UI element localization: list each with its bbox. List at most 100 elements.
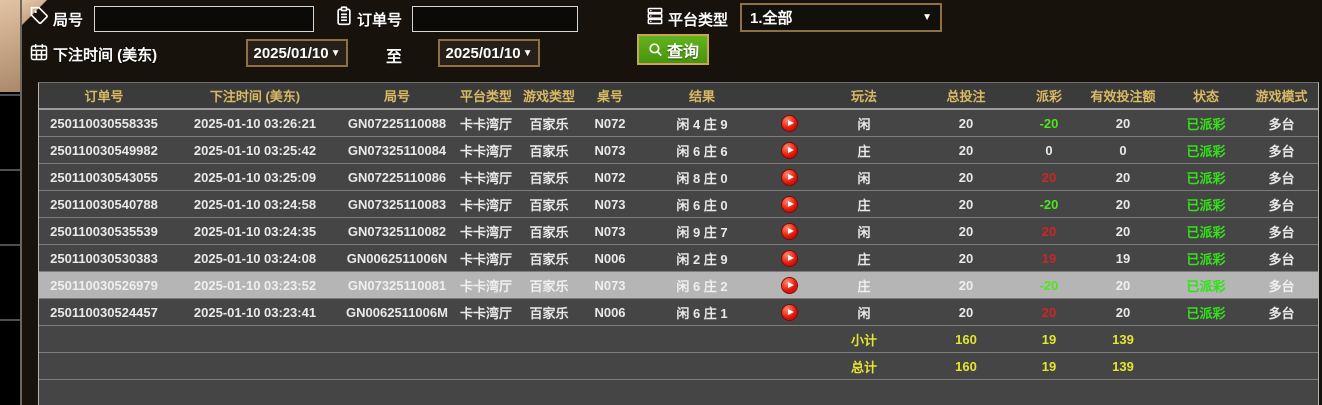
cell-payout: 0 [1019, 136, 1079, 164]
cell-game_no: GN07225110088 [341, 109, 453, 137]
game-number-label: 局号 [53, 12, 84, 29]
cell-bet_time: 2025-01-10 03:25:09 [169, 163, 341, 191]
play-triangle [787, 255, 794, 262]
play-triangle [787, 147, 794, 154]
cell-bet_time: 2025-01-10 03:26:21 [169, 109, 341, 137]
play-video-icon[interactable] [781, 170, 797, 186]
cell-payout: -20 [1019, 190, 1079, 218]
cell-total_bet: 20 [913, 136, 1019, 164]
play-video-icon[interactable] [781, 305, 797, 321]
column-header-platform: 平台类型 [453, 83, 519, 110]
cell-platform: 卡卡湾厅 [453, 217, 519, 245]
play-video-icon[interactable] [781, 197, 797, 213]
cell-order_no: 250110030524457 [39, 298, 169, 326]
search-icon [647, 41, 664, 58]
cell-result: 闲 6 庄 2 [641, 271, 763, 299]
cell-total_bet: 20 [913, 109, 1019, 137]
cell-video [763, 109, 815, 137]
column-header-game_no: 局号 [341, 83, 453, 110]
cell-mode: 多台 [1245, 109, 1318, 137]
column-header-valid_bet: 有效投注额 [1079, 83, 1167, 110]
subtotal-valid-bet: 139 [1079, 325, 1167, 353]
cell-table_no: N072 [579, 109, 641, 137]
table-row[interactable]: 250110030558335 2025-01-10 03:26:21 GN0722… [39, 109, 1318, 137]
table-row[interactable]: 250110030549982 2025-01-10 03:25:42 GN0732… [39, 136, 1318, 164]
game-number-input[interactable] [94, 6, 314, 32]
query-button[interactable]: 查询 [637, 34, 709, 65]
column-header-payout: 派彩 [1019, 83, 1079, 110]
divider [0, 94, 20, 96]
play-triangle [787, 120, 794, 127]
cell-play: 庄 [815, 244, 913, 272]
cell-mode: 多台 [1245, 271, 1318, 299]
table-row[interactable]: 250110030543055 2025-01-10 03:25:09 GN0722… [39, 163, 1318, 191]
order-number-input[interactable] [412, 6, 578, 32]
cell-bet_time: 2025-01-10 03:25:42 [169, 136, 341, 164]
cell-order_no: 250110030549982 [39, 136, 169, 164]
column-header-bet_time: 下注时间 (美东) [169, 83, 341, 110]
background-left-strip [0, 0, 21, 405]
table-row[interactable]: 250110030535539 2025-01-10 03:24:35 GN0732… [39, 217, 1318, 245]
cell-video [763, 244, 815, 272]
cell-table_no: N006 [579, 244, 641, 272]
cell-platform: 卡卡湾厅 [453, 109, 519, 137]
cell-game_type: 百家乐 [519, 136, 579, 164]
platform-type-select[interactable]: 1.全部 ▼ [740, 3, 942, 32]
cell-table_no: N073 [579, 217, 641, 245]
platform-type-value: 1.全部 [750, 10, 793, 27]
column-header-total_bet: 总投注 [913, 83, 1019, 110]
play-video-icon[interactable] [781, 116, 797, 132]
date-from-select[interactable]: 2025/01/10 ▼ [246, 39, 348, 67]
cell-platform: 卡卡湾厅 [453, 244, 519, 272]
bet-time-label: 下注时间 (美东) [53, 47, 158, 64]
subtotal-total-bet: 160 [913, 325, 1019, 353]
date-to-select[interactable]: 2025/01/10 ▼ [438, 39, 540, 67]
play-video-icon[interactable] [781, 143, 797, 159]
table-row[interactable]: 250110030540788 2025-01-10 03:24:58 GN0732… [39, 190, 1318, 218]
date-to-value: 2025/01/10 [445, 44, 521, 62]
divider [0, 319, 20, 321]
cell-mode: 多台 [1245, 190, 1318, 218]
cell-bet_time: 2025-01-10 03:24:58 [169, 190, 341, 218]
total-row: 总计 160 19 139 [39, 352, 1318, 380]
table-row[interactable]: 250110030530383 2025-01-10 03:24:08 GN0062… [39, 244, 1318, 272]
divider [20, 0, 22, 405]
cell-empty [1245, 352, 1318, 380]
column-header-order_no: 订单号 [39, 83, 169, 110]
cell-table_no: N072 [579, 163, 641, 191]
column-header-status: 状态 [1167, 83, 1245, 110]
platform-type-label: 平台类型 [668, 12, 729, 29]
cell-valid_bet: 19 [1079, 244, 1167, 272]
divider [0, 244, 20, 246]
cell-video [763, 298, 815, 326]
play-video-icon[interactable] [781, 251, 797, 267]
total-total-bet: 160 [913, 352, 1019, 380]
cell-status: 已派彩 [1167, 244, 1245, 272]
cell-total_bet: 20 [913, 190, 1019, 218]
cell-valid_bet: 0 [1079, 136, 1167, 164]
cell-order_no: 250110030535539 [39, 217, 169, 245]
cell-play: 庄 [815, 136, 913, 164]
play-video-icon[interactable] [781, 278, 797, 294]
cell-payout: -20 [1019, 271, 1079, 299]
table-row[interactable]: 250110030526979 2025-01-10 03:23:52 GN0732… [39, 271, 1318, 299]
cell-result: 闲 4 庄 9 [641, 109, 763, 137]
cell-order_no: 250110030543055 [39, 163, 169, 191]
play-triangle [787, 174, 794, 181]
cell-game_no: GN0062511006N [341, 244, 453, 272]
clipboard-icon [334, 6, 354, 26]
cell-order_no: 250110030526979 [39, 271, 169, 299]
cell-bet_time: 2025-01-10 03:24:35 [169, 217, 341, 245]
play-triangle [787, 228, 794, 235]
cell-result: 闲 9 庄 7 [641, 217, 763, 245]
play-video-icon[interactable] [781, 224, 797, 240]
cell-play: 闲 [815, 163, 913, 191]
cell-game_no: GN07325110082 [341, 217, 453, 245]
date-to-label: 至 [386, 49, 403, 66]
cell-valid_bet: 20 [1079, 163, 1167, 191]
column-header-table_no: 桌号 [579, 83, 641, 110]
cell-status: 已派彩 [1167, 271, 1245, 299]
table-row[interactable]: 250110030524457 2025-01-10 03:23:41 GN0062… [39, 298, 1318, 326]
cell-game_type: 百家乐 [519, 190, 579, 218]
